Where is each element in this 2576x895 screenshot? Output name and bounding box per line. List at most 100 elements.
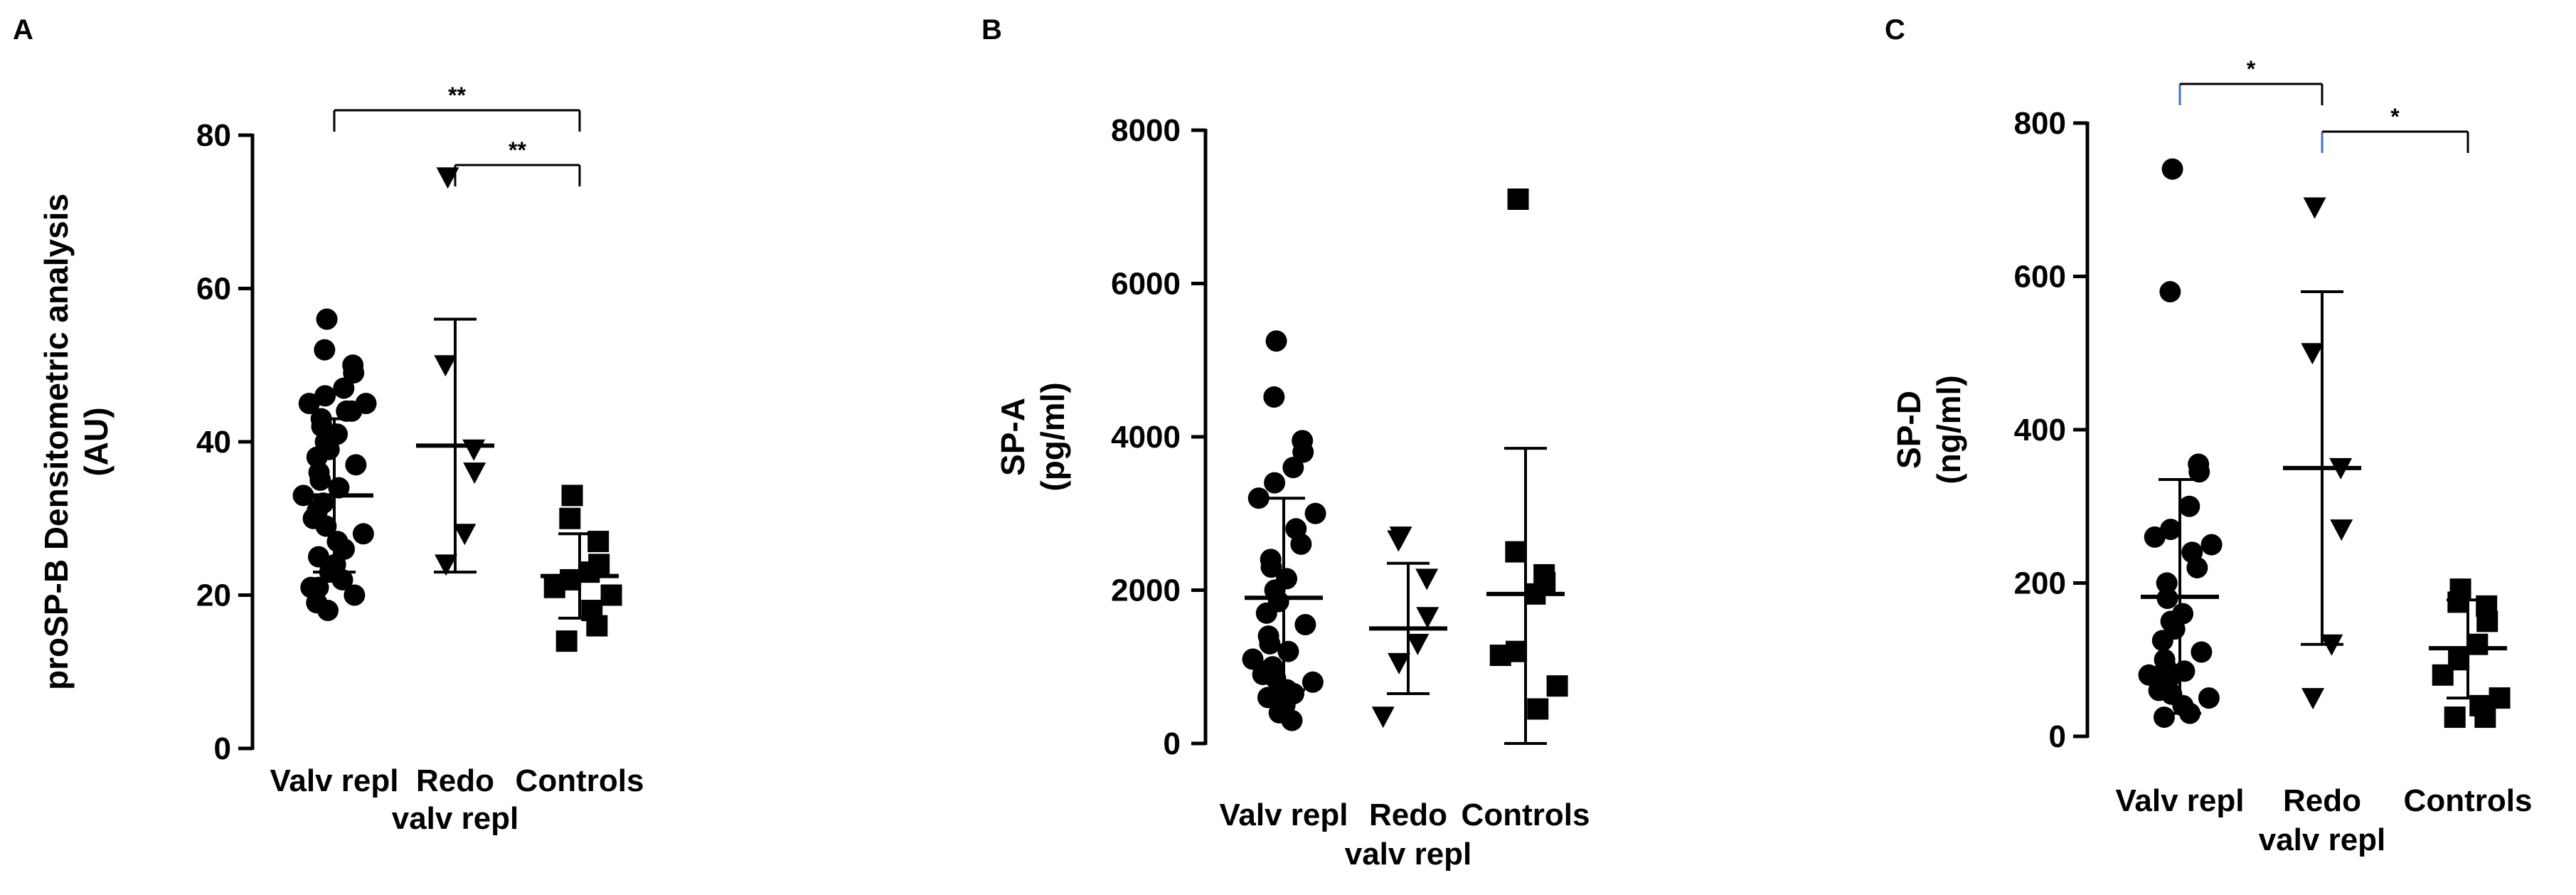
y-tick-label: 80 [196, 118, 231, 153]
data-point [331, 568, 353, 591]
y-tick-label: 40 [196, 425, 231, 460]
category-label: Valv repl [1219, 798, 1348, 832]
data-point [2144, 526, 2166, 548]
data-point [2178, 495, 2200, 517]
category-label: valv repl [1345, 837, 1472, 872]
data-point [2160, 519, 2182, 541]
data-point [315, 515, 337, 537]
panel-c: C 0 200 400 600 800 SP-D (ng/ml) Valv repl Redo va… [1885, 14, 2532, 857]
y-tick-label: 0 [2049, 719, 2066, 754]
data-point [1406, 633, 1430, 655]
data-point [1257, 687, 1279, 709]
data-point [2489, 687, 2511, 709]
group-2: Controls [1462, 188, 1590, 832]
data-point [1260, 556, 1282, 578]
sig-label: * [2247, 56, 2256, 82]
data-point [1416, 607, 1439, 629]
y-tick-label: 6000 [1111, 267, 1181, 302]
data-point [434, 355, 457, 377]
data-point [344, 584, 366, 606]
data-point [1489, 645, 1511, 667]
category-label: Controls [2404, 783, 2533, 818]
data-point [2474, 706, 2496, 729]
data-point [314, 385, 336, 407]
y-axis-label: (pg/ml) [1034, 382, 1071, 491]
data-point [1290, 533, 1312, 555]
y-tick-label: 400 [2014, 413, 2066, 448]
category-label: valv repl [392, 801, 519, 836]
data-point [462, 439, 486, 461]
data-point [561, 484, 583, 507]
panel-letter: A [13, 14, 33, 46]
data-point [309, 469, 331, 491]
category-label: Redo [1369, 798, 1447, 832]
y-tick-label: 0 [214, 731, 231, 766]
data-point [2153, 706, 2175, 729]
data-point [2151, 630, 2173, 652]
data-point [1265, 330, 1287, 352]
data-point [314, 339, 336, 361]
category-label: Controls [1462, 798, 1590, 832]
panel-letter: B [981, 14, 1002, 46]
data-point [1292, 441, 1314, 463]
data-point [352, 523, 374, 545]
data-point [543, 576, 565, 598]
data-point [307, 546, 329, 568]
data-point [2156, 572, 2178, 594]
data-point [2188, 461, 2210, 483]
data-point [1546, 675, 1568, 697]
group-1: Redo valv repl [2259, 197, 2386, 857]
group-2: Controls [2404, 578, 2533, 818]
y-tick-label: 0 [1164, 726, 1181, 761]
sig-label: ** [448, 83, 466, 108]
data-point [1527, 698, 1549, 720]
data-point [2200, 534, 2223, 556]
data-point [1505, 541, 1527, 563]
data-point [345, 454, 367, 476]
data-point [2161, 158, 2183, 180]
sig-label: ** [509, 137, 526, 163]
data-point [1371, 706, 1395, 729]
data-point [2301, 343, 2324, 365]
group-1: Redo valv repl [1345, 526, 1472, 872]
data-point [1264, 472, 1286, 494]
data-point [555, 630, 578, 652]
data-point [2476, 610, 2498, 632]
y-axis-label: SP-A [994, 398, 1031, 476]
panel-letter: C [1885, 14, 1905, 46]
data-point [1263, 386, 1285, 408]
data-point [2186, 556, 2208, 578]
data-point [1277, 640, 1299, 662]
category-label: Valv repl [2115, 783, 2244, 818]
data-point [343, 362, 365, 384]
data-point [2159, 281, 2181, 303]
data-point [1388, 652, 1411, 674]
data-point [1302, 671, 1324, 693]
data-point [600, 584, 622, 606]
data-point [453, 524, 477, 546]
group-0: Valv repl [1219, 330, 1348, 832]
data-point [2198, 687, 2220, 709]
y-tick-label: 2000 [1111, 573, 1181, 608]
panel-a: A 0 20 40 60 80 proSP-B Densitometric analysis… [13, 14, 644, 836]
data-point [1507, 188, 1529, 210]
data-point [1415, 568, 1439, 591]
y-axis-label: SP-D [1890, 391, 1927, 469]
y-axis-label: proSP-B Densitometric analysis [38, 194, 75, 690]
y-tick-label: 600 [2014, 260, 2066, 295]
y-tick-label: 20 [196, 578, 231, 613]
data-point [316, 308, 338, 330]
y-tick-label: 4000 [1111, 420, 1181, 455]
data-point [1304, 502, 1326, 524]
data-point [2432, 664, 2454, 686]
y-tick-label: 800 [2014, 106, 2066, 141]
category-label: Valv repl [270, 763, 398, 798]
data-point [2330, 519, 2353, 541]
data-point [463, 462, 486, 484]
data-point [2466, 633, 2489, 655]
data-point [435, 554, 458, 576]
category-label: valv repl [2259, 822, 2386, 857]
data-point [436, 167, 459, 189]
data-point [2444, 706, 2466, 729]
